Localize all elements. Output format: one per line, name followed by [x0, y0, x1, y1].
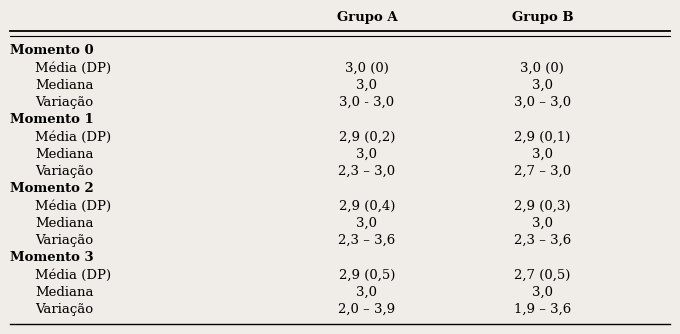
Text: Momento 2: Momento 2 [10, 182, 93, 195]
Text: 1,9 – 3,6: 1,9 – 3,6 [513, 303, 571, 316]
Text: 2,7 (0,5): 2,7 (0,5) [514, 269, 571, 282]
Text: Momento 3: Momento 3 [10, 251, 93, 264]
Text: 3,0 - 3,0: 3,0 - 3,0 [339, 96, 394, 109]
Text: 2,3 – 3,6: 2,3 – 3,6 [339, 234, 396, 247]
Text: Mediana: Mediana [35, 79, 94, 92]
Text: 2,9 (0,2): 2,9 (0,2) [339, 131, 395, 144]
Text: Média (DP): Média (DP) [35, 61, 112, 74]
Text: 3,0: 3,0 [356, 79, 377, 92]
Text: Variação: Variação [35, 234, 93, 247]
Text: 3,0: 3,0 [532, 217, 553, 230]
Text: 3,0: 3,0 [532, 148, 553, 161]
Text: Momento 1: Momento 1 [10, 113, 93, 126]
Text: 3,0: 3,0 [356, 286, 377, 299]
Text: 2,9 (0,5): 2,9 (0,5) [339, 269, 395, 282]
Text: Grupo B: Grupo B [511, 11, 573, 24]
Text: 3,0: 3,0 [532, 286, 553, 299]
Text: Média (DP): Média (DP) [35, 199, 112, 212]
Text: Variação: Variação [35, 96, 93, 109]
Text: 3,0 (0): 3,0 (0) [345, 61, 389, 74]
Text: Mediana: Mediana [35, 148, 94, 161]
Text: 2,7 – 3,0: 2,7 – 3,0 [514, 165, 571, 178]
Text: 3,0: 3,0 [356, 217, 377, 230]
Text: 3,0 (0): 3,0 (0) [520, 61, 564, 74]
Text: 2,3 – 3,0: 2,3 – 3,0 [339, 165, 396, 178]
Text: Variação: Variação [35, 303, 93, 316]
Text: 2,0 – 3,9: 2,0 – 3,9 [339, 303, 396, 316]
Text: 2,9 (0,4): 2,9 (0,4) [339, 199, 395, 212]
Text: Variação: Variação [35, 165, 93, 178]
Text: Grupo A: Grupo A [337, 11, 397, 24]
Text: 3,0: 3,0 [356, 148, 377, 161]
Text: 3,0: 3,0 [532, 79, 553, 92]
Text: 2,9 (0,1): 2,9 (0,1) [514, 131, 571, 144]
Text: 3,0 – 3,0: 3,0 – 3,0 [514, 96, 571, 109]
Text: Média (DP): Média (DP) [35, 131, 112, 144]
Text: 2,9 (0,3): 2,9 (0,3) [514, 199, 571, 212]
Text: 2,3 – 3,6: 2,3 – 3,6 [513, 234, 571, 247]
Text: Mediana: Mediana [35, 286, 94, 299]
Text: Média (DP): Média (DP) [35, 269, 112, 282]
Text: Mediana: Mediana [35, 217, 94, 230]
Text: Momento 0: Momento 0 [10, 44, 93, 57]
